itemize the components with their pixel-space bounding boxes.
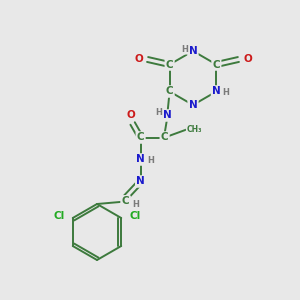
Text: O: O bbox=[134, 55, 143, 64]
Text: N: N bbox=[189, 46, 197, 56]
Text: C: C bbox=[122, 196, 129, 206]
Text: Cl: Cl bbox=[130, 211, 141, 221]
Text: N: N bbox=[212, 86, 221, 97]
Text: H: H bbox=[222, 88, 229, 97]
Text: C: C bbox=[166, 86, 173, 97]
Text: CH₃: CH₃ bbox=[187, 125, 203, 134]
Text: N: N bbox=[136, 154, 145, 164]
Text: Cl: Cl bbox=[53, 211, 64, 221]
Text: N: N bbox=[163, 110, 172, 121]
Text: C: C bbox=[213, 59, 220, 70]
Text: H: H bbox=[155, 108, 162, 117]
Text: N: N bbox=[136, 176, 145, 187]
Text: C: C bbox=[166, 59, 173, 70]
Text: H: H bbox=[132, 200, 139, 209]
Text: H: H bbox=[132, 200, 139, 209]
Text: C: C bbox=[137, 133, 144, 142]
Text: C: C bbox=[122, 196, 129, 206]
Text: C: C bbox=[161, 133, 168, 142]
Text: O: O bbox=[243, 55, 252, 64]
Text: H: H bbox=[182, 44, 188, 53]
Text: H: H bbox=[147, 156, 154, 165]
Text: CH₃: CH₃ bbox=[187, 125, 203, 134]
Text: O: O bbox=[126, 110, 135, 119]
Text: N: N bbox=[189, 100, 197, 110]
